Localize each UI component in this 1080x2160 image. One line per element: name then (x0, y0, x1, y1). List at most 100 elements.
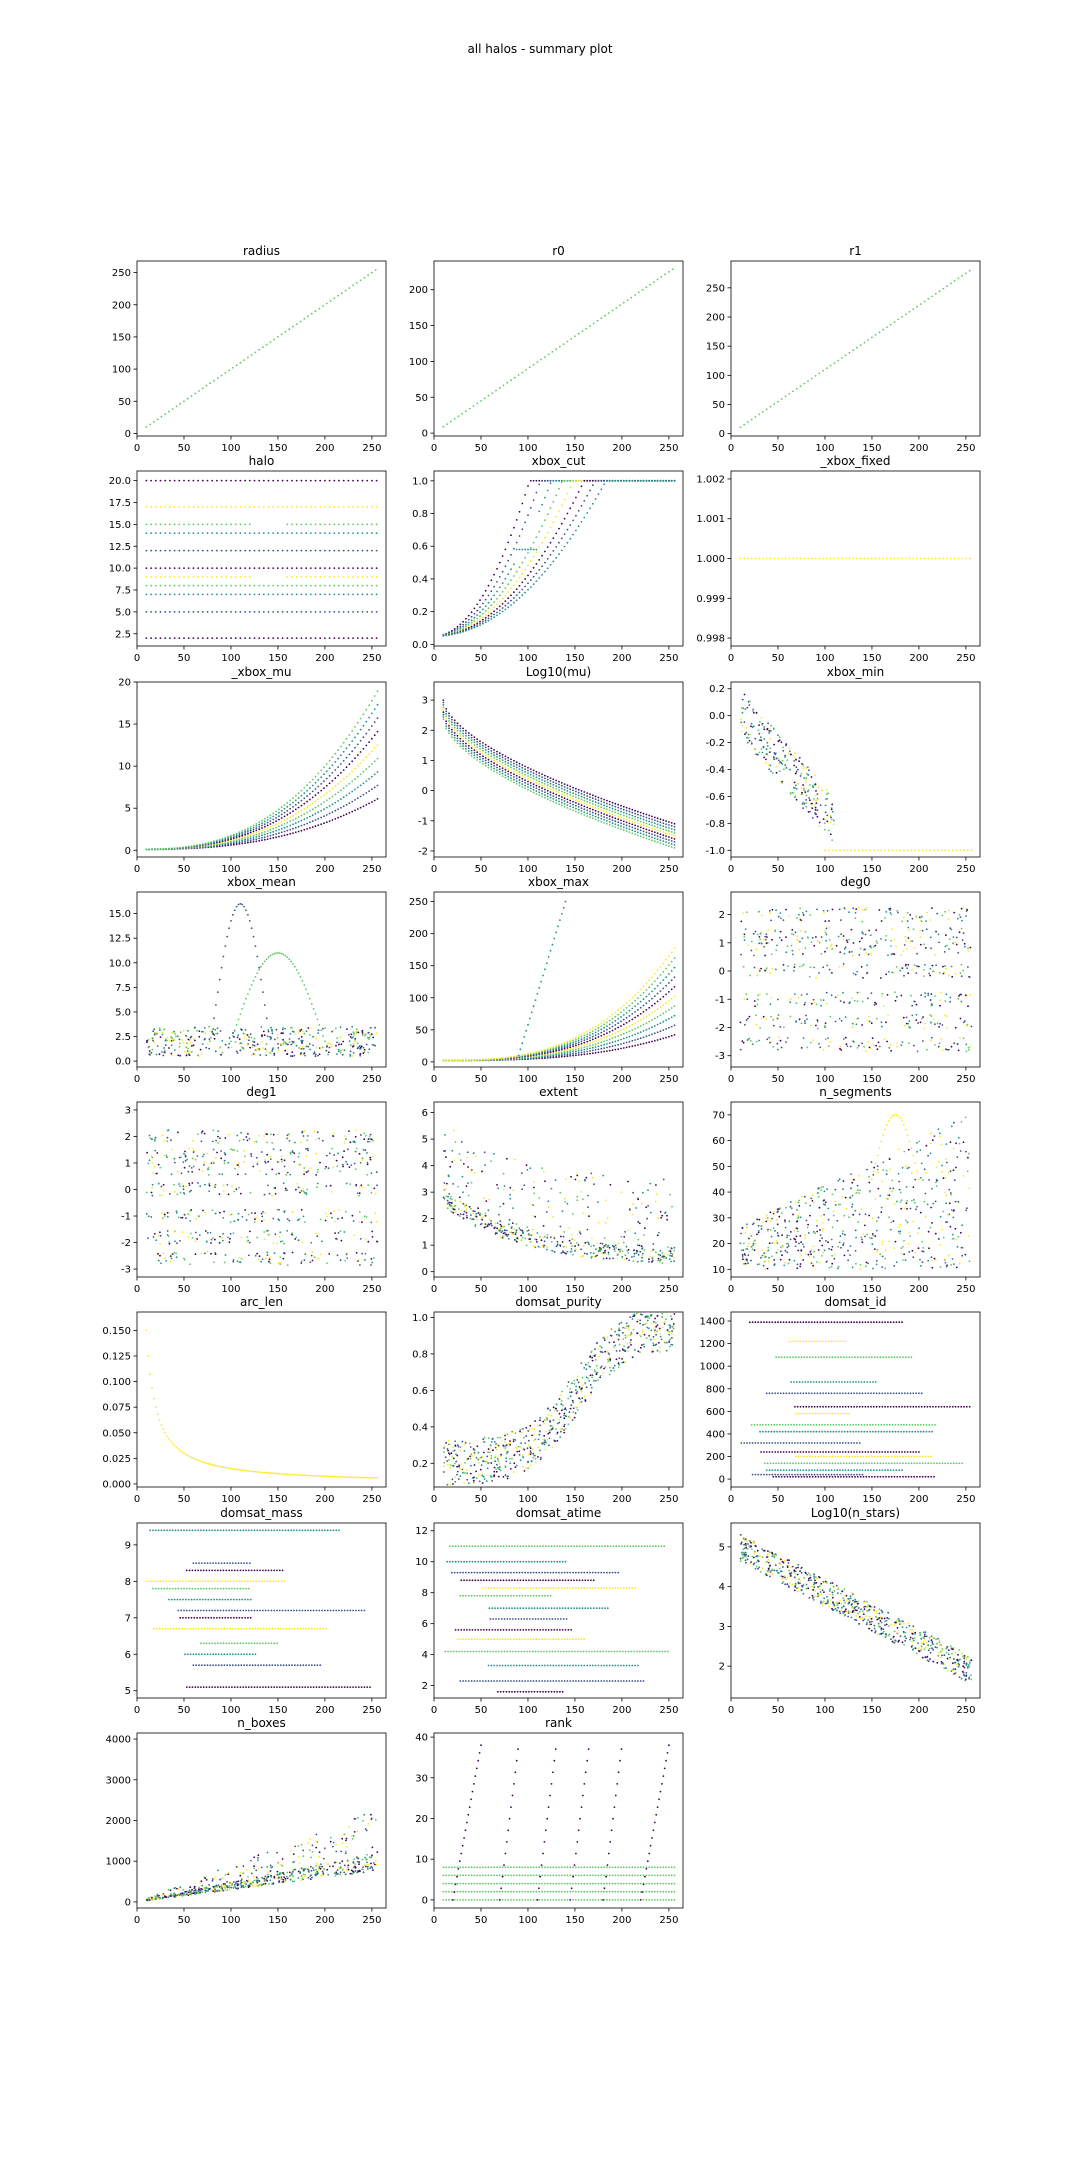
scatter-points (740, 693, 973, 852)
data-point (606, 1021, 608, 1024)
data-point (648, 1041, 651, 1044)
data-point (580, 1038, 583, 1040)
data-point (365, 1043, 368, 1046)
data-point (473, 736, 476, 739)
data-point (266, 830, 269, 832)
data-point (597, 802, 600, 805)
data-point (653, 828, 656, 831)
data-point (182, 846, 184, 849)
data-point (269, 341, 272, 343)
data-point (376, 717, 379, 720)
data-point (591, 800, 594, 802)
data-point (555, 1048, 558, 1051)
data-point (521, 766, 524, 769)
data-point (673, 847, 676, 849)
data-point (376, 690, 379, 693)
data-point (566, 1048, 569, 1051)
data-point (159, 1036, 162, 1038)
data-point (572, 1047, 574, 1050)
data-point (234, 532, 237, 534)
data-point (359, 1045, 361, 1047)
data-point (448, 712, 450, 715)
data-point (286, 956, 289, 959)
data-point (739, 426, 742, 429)
data-point (442, 1059, 445, 1062)
data-point (591, 803, 594, 805)
data-point (159, 549, 162, 552)
data-point (260, 965, 262, 968)
data-point (286, 567, 289, 569)
data-point (527, 485, 529, 487)
data-point (493, 610, 495, 613)
data-point (591, 794, 594, 797)
data-point (470, 739, 473, 742)
data-point (351, 730, 354, 732)
data-point (597, 1030, 600, 1032)
data-point (762, 745, 765, 748)
data-point (187, 1042, 189, 1045)
data-point (197, 611, 200, 613)
data-point (247, 356, 249, 359)
data-point (916, 305, 918, 308)
data-point (198, 1030, 201, 1032)
data-point (589, 810, 591, 813)
y-tick-label: 100 (409, 357, 428, 368)
data-point (521, 572, 524, 575)
data-point (479, 745, 481, 748)
data-point (931, 964, 934, 967)
data-point (166, 1036, 169, 1039)
data-point (328, 1046, 331, 1049)
data-point (558, 527, 560, 530)
data-point (603, 819, 605, 821)
data-point (307, 315, 309, 318)
data-point (230, 479, 232, 482)
data-point (239, 593, 242, 596)
data-point (253, 567, 256, 569)
data-point (611, 819, 614, 822)
data-point (765, 748, 768, 751)
data-point (490, 618, 493, 620)
data-point (546, 784, 549, 787)
data-point (247, 838, 249, 840)
data-point (283, 830, 286, 833)
data-point (168, 410, 170, 413)
data-point (631, 826, 634, 829)
data-point (211, 611, 214, 613)
data-point (328, 637, 331, 639)
data-point (656, 1039, 659, 1041)
data-point (608, 1027, 611, 1029)
data-point (580, 1053, 583, 1056)
data-point (600, 1038, 603, 1040)
data-point (789, 768, 791, 771)
data-point (297, 821, 300, 823)
x-tick-label: 100 (815, 1074, 834, 1085)
data-point (243, 1036, 246, 1039)
data-point (328, 593, 331, 596)
data-point (324, 479, 326, 482)
data-point (206, 567, 209, 569)
data-point (328, 812, 331, 815)
data-point (563, 794, 566, 797)
data-point (153, 420, 155, 423)
data-point (490, 752, 493, 755)
data-point (591, 502, 594, 505)
data-point (620, 807, 622, 810)
data-point (524, 1053, 526, 1056)
data-point (513, 762, 515, 765)
data-point (897, 318, 900, 321)
data-point (262, 991, 264, 993)
data-point (228, 1042, 231, 1045)
data-point (622, 1023, 625, 1026)
data-point (648, 993, 651, 995)
data-point (631, 823, 634, 826)
data-point (317, 824, 320, 827)
data-point (538, 780, 541, 783)
data-point (342, 750, 345, 753)
data-point (211, 584, 214, 587)
data-point (320, 816, 323, 819)
data-point (325, 792, 328, 794)
data-point (487, 750, 490, 753)
data-point (625, 1021, 628, 1024)
data-point (462, 730, 464, 732)
data-point (572, 786, 574, 789)
